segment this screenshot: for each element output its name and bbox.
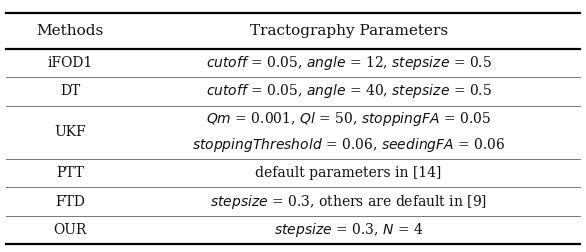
Text: $\mathit{cutoff}$ = 0.05, $\mathit{angle}$ = 40, $\mathit{stepsize}$ = 0.5: $\mathit{cutoff}$ = 0.05, $\mathit{angle… — [206, 82, 492, 101]
Text: $\mathit{stepsize}$ = 0.3, $N$ = 4: $\mathit{stepsize}$ = 0.3, $N$ = 4 — [274, 221, 423, 239]
Text: UKF: UKF — [54, 125, 86, 139]
Text: $\mathit{Qm}$ = 0.001, $\mathit{Ql}$ = 50, $\mathit{stoppingFA}$ = 0.05: $\mathit{Qm}$ = 0.001, $\mathit{Ql}$ = 5… — [206, 110, 491, 129]
Text: Methods: Methods — [37, 24, 104, 38]
Text: default parameters in [14]: default parameters in [14] — [255, 166, 442, 180]
Text: $\mathit{stepsize}$ = 0.3, others are default in [9]: $\mathit{stepsize}$ = 0.3, others are de… — [210, 193, 487, 210]
Text: $\mathit{stoppingThreshold}$ = 0.06, $\mathit{seedingFA}$ = 0.06: $\mathit{stoppingThreshold}$ = 0.06, $\m… — [192, 136, 505, 154]
Text: iFOD1: iFOD1 — [47, 56, 93, 70]
Text: DT: DT — [60, 84, 80, 99]
Text: FTD: FTD — [56, 195, 85, 208]
Text: $\mathit{cutoff}$ = 0.05, $\mathit{angle}$ = 12, $\mathit{stepsize}$ = 0.5: $\mathit{cutoff}$ = 0.05, $\mathit{angle… — [206, 54, 492, 72]
Text: OUR: OUR — [54, 223, 87, 237]
Text: PTT: PTT — [56, 166, 84, 180]
Text: Tractography Parameters: Tractography Parameters — [250, 24, 448, 38]
